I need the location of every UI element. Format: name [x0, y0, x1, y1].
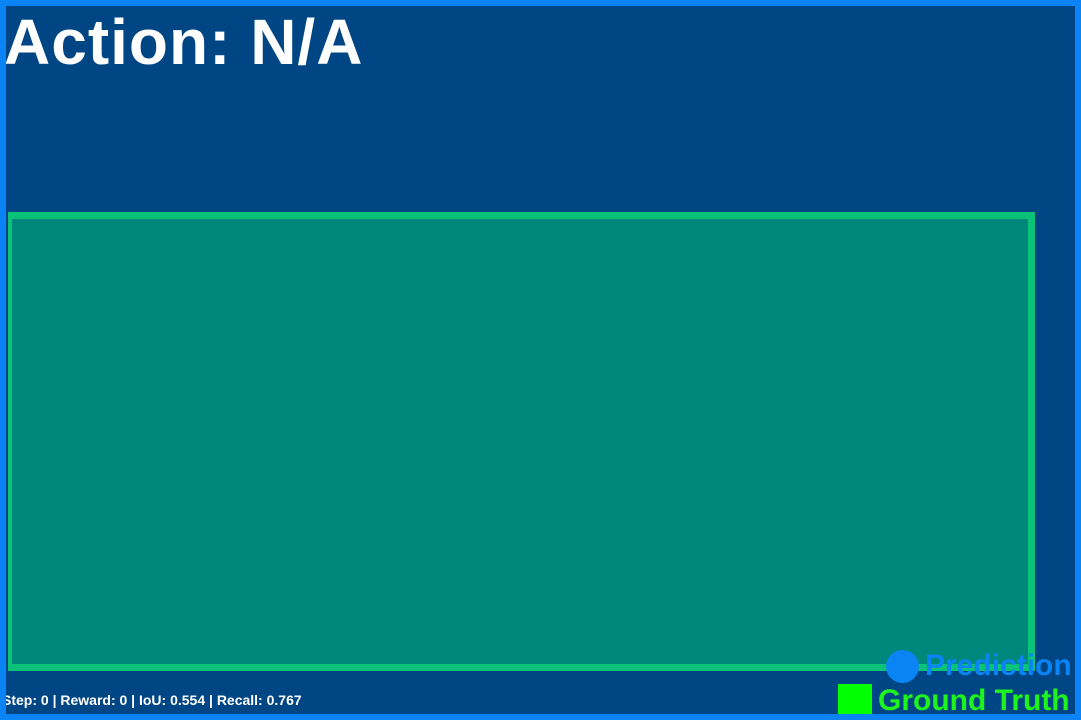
legend-ground-truth-label: Ground Truth	[878, 684, 1070, 718]
legend-prediction: Prediction	[886, 649, 1072, 683]
bounding-box-overlay	[8, 212, 1035, 671]
stats-readout: Step: 0 | Reward: 0 | IoU: 0.554 | Recal…	[2, 691, 302, 709]
square-icon	[838, 684, 872, 718]
legend-ground-truth: Ground Truth	[838, 684, 1070, 718]
circle-icon	[886, 650, 919, 683]
legend-prediction-label: Prediction	[925, 649, 1072, 683]
action-title: Action: N/A	[4, 4, 363, 80]
